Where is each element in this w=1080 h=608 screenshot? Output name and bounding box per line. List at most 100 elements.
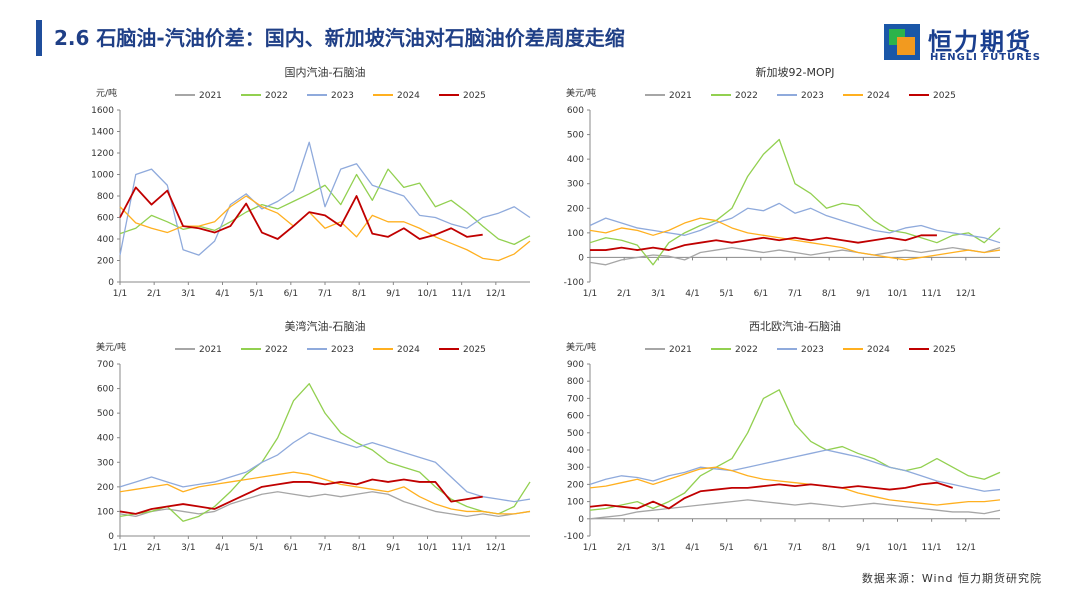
- y-tick-label: 600: [567, 106, 584, 116]
- legend-label-2021: 2021: [669, 91, 692, 101]
- y-tick-label: 800: [567, 377, 584, 387]
- title-accent-bar: [36, 20, 42, 56]
- y-tick-label: 800: [97, 192, 114, 202]
- series-line-2023: [119, 432, 531, 503]
- x-tick-label: 4/1: [685, 289, 699, 299]
- y-tick-label: 600: [567, 412, 584, 422]
- x-tick-label: 12/1: [956, 289, 976, 299]
- series-line-2022: [119, 168, 531, 246]
- y-tick-label: 1000: [91, 171, 114, 181]
- series-line-2024: [589, 217, 1001, 261]
- x-tick-label: 6/1: [754, 289, 768, 299]
- x-tick-label: 3/1: [181, 289, 195, 299]
- x-tick-label: 4/1: [215, 543, 229, 553]
- x-tick-label: 10/1: [887, 289, 907, 299]
- y-tick-label: 400: [97, 235, 114, 245]
- y-tick-label: 1600: [91, 106, 114, 116]
- series-line-2021: [119, 491, 531, 517]
- chart-singapore: 新加坡92-MOPJ 美元/吨 2021 2022 2023 2024 2025 -100 0 1…: [564, 65, 1001, 299]
- legend-label-2024: 2024: [397, 91, 420, 101]
- legend-label-2025: 2025: [463, 345, 486, 355]
- x-tick-label: 7/1: [788, 543, 802, 553]
- legend-label-2022: 2022: [735, 91, 758, 101]
- series-line-2025: [590, 234, 937, 251]
- y-tick-label: 600: [97, 385, 114, 395]
- x-tick-label: 11/1: [452, 289, 472, 299]
- y-tick-label: 0: [578, 515, 584, 525]
- series-line-2021: [589, 499, 1001, 520]
- y-tick-label: 500: [97, 409, 114, 419]
- x-tick-label: 3/1: [651, 289, 665, 299]
- y-tick-label: 1400: [91, 128, 114, 138]
- legend-label-2025: 2025: [933, 345, 956, 355]
- legend-label-2025: 2025: [463, 91, 486, 101]
- y-tick-label: 500: [567, 429, 584, 439]
- x-tick-label: 10/1: [887, 543, 907, 553]
- y-tick-label: 200: [567, 480, 584, 490]
- series-line-2025: [589, 481, 953, 510]
- x-tick-label: 11/1: [922, 543, 942, 553]
- legend-label-2022: 2022: [265, 345, 288, 355]
- legend-label-2022: 2022: [265, 91, 288, 101]
- legend-label-2024: 2024: [397, 345, 420, 355]
- y-tick-label: -100: [564, 278, 585, 288]
- x-tick-label: 12/1: [486, 289, 506, 299]
- legend-label-2023: 2023: [331, 91, 354, 101]
- x-tick-label: 10/1: [417, 289, 437, 299]
- x-tick-label: 2/1: [147, 543, 161, 553]
- x-tick-label: 8/1: [822, 289, 836, 299]
- legend-label-2024: 2024: [867, 345, 890, 355]
- y-tick-label: 400: [97, 434, 114, 444]
- x-tick-label: 9/1: [386, 289, 400, 299]
- series-line-2022: [589, 138, 1001, 266]
- x-tick-label: 5/1: [249, 289, 263, 299]
- y-tick-label: 200: [567, 204, 584, 214]
- y-axis-unit: 元/吨: [96, 87, 117, 99]
- chart-title: 美湾汽油-石脑油: [285, 319, 366, 333]
- x-tick-label: 10/1: [417, 543, 437, 553]
- x-tick-label: 3/1: [651, 543, 665, 553]
- y-tick-label: 700: [567, 394, 584, 404]
- x-tick-label: 9/1: [856, 289, 870, 299]
- x-tick-label: 8/1: [822, 543, 836, 553]
- y-tick-label: 0: [108, 532, 114, 542]
- series-line-2023: [119, 141, 531, 256]
- data-source-note: 数据来源：Wind 恒力期货研究院: [861, 572, 1042, 585]
- x-tick-label: 1/1: [113, 543, 127, 553]
- y-tick-label: 300: [567, 180, 584, 190]
- x-tick-label: 2/1: [147, 289, 161, 299]
- legend-label-2024: 2024: [867, 91, 890, 101]
- y-tick-label: 200: [97, 257, 114, 267]
- y-axis-unit: 美元/吨: [96, 341, 126, 353]
- x-tick-label: 5/1: [719, 289, 733, 299]
- x-tick-label: 7/1: [788, 289, 802, 299]
- x-tick-label: 7/1: [318, 543, 332, 553]
- x-tick-label: 1/1: [113, 289, 127, 299]
- chart-title: 西北欧汽油-石脑油: [749, 319, 841, 333]
- y-tick-label: 1200: [91, 149, 114, 159]
- y-tick-label: 0: [578, 253, 584, 263]
- x-tick-label: 7/1: [318, 289, 332, 299]
- y-tick-label: 200: [97, 483, 114, 493]
- series-line-2022: [119, 383, 531, 522]
- x-tick-label: 12/1: [486, 543, 506, 553]
- x-tick-label: 4/1: [685, 543, 699, 553]
- x-tick-label: 4/1: [215, 289, 229, 299]
- company-logo-english: HENGLI FUTURES: [930, 52, 1041, 63]
- x-tick-label: 11/1: [452, 543, 472, 553]
- y-tick-label: 900: [567, 360, 584, 370]
- x-tick-label: 2/1: [617, 289, 631, 299]
- legend-label-2023: 2023: [331, 345, 354, 355]
- x-tick-label: 8/1: [352, 543, 366, 553]
- x-tick-label: 1/1: [583, 289, 597, 299]
- y-axis-unit: 美元/吨: [566, 341, 596, 353]
- legend-label-2021: 2021: [199, 345, 222, 355]
- y-tick-label: 100: [567, 229, 584, 239]
- series-line-2025: [119, 478, 483, 515]
- x-tick-label: 9/1: [856, 543, 870, 553]
- page-title: 2.6 石脑油-汽油价差：国内、新加坡汽油对石脑油价差周度走缩: [54, 26, 625, 50]
- x-tick-label: 6/1: [284, 543, 298, 553]
- company-logo-name: 恒力期货: [928, 28, 1032, 56]
